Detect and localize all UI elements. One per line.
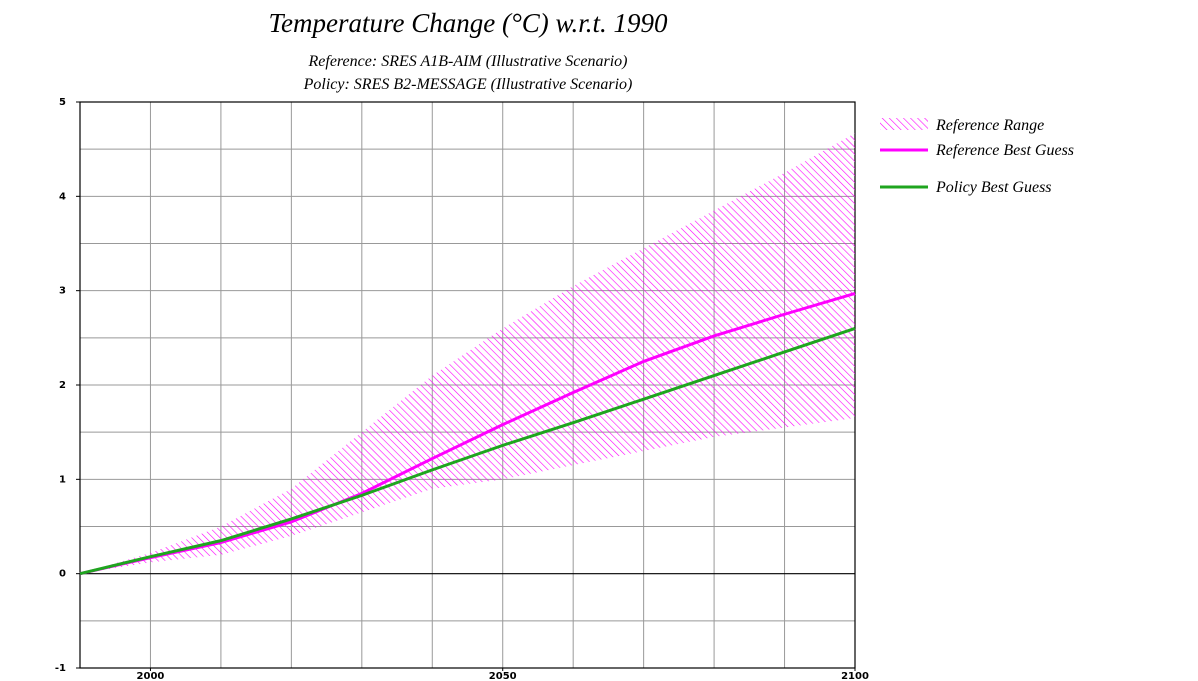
y-tick-label: 4 [59,191,66,202]
y-tick-label: 1 [59,474,66,485]
y-tick-label: 5 [59,97,66,108]
series-line [79,292,856,576]
y-tick-label: 0 [59,569,66,580]
legend-swatch [880,118,928,130]
legend-label: Reference Range [935,117,1044,134]
x-tick-label: 2050 [489,671,517,681]
legend-label: Reference Best Guess [935,142,1074,159]
y-tick-label: 3 [59,286,66,297]
range-band [80,133,855,574]
subtitle: Reference: SRES A1B-AIM (Illustrative Sc… [308,53,628,70]
x-tick-label: 2000 [137,671,165,681]
chart-title: Temperature Change (°C) w.r.t. 1990 [268,8,668,38]
y-tick-label: -1 [55,663,66,674]
series-line [79,326,856,576]
y-tick-label: 2 [59,380,66,391]
subtitle: Policy: SRES B2-MESSAGE (Illustrative Sc… [303,76,633,93]
legend-label: Policy Best Guess [935,179,1052,196]
x-tick-label: 2100 [841,671,869,681]
